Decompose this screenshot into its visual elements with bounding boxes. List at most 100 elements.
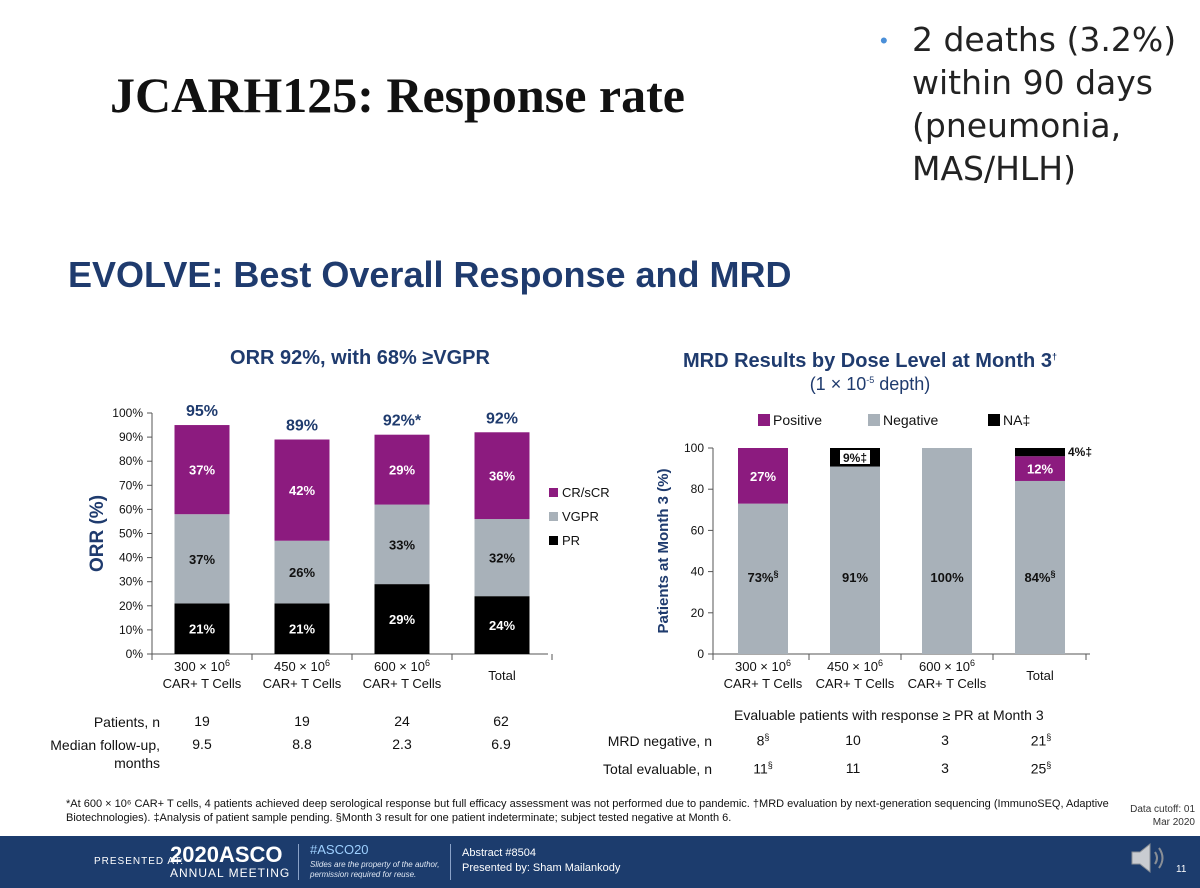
data-label: 27% [750,469,776,484]
cell-value: 21 [1030,732,1047,749]
y-tick-label: 50% [119,527,143,541]
x-tick-label: 600 × 106 [919,658,975,674]
mrd-subtitle-text: (1 × 10 [809,374,867,394]
table-cell: 3 [905,732,985,748]
cell-value: 8 [756,732,765,749]
legend-swatch [549,536,558,545]
table-cell: 21§ [1001,732,1081,749]
asco-logo: 2020ASCO ANNUAL MEETING [170,844,291,881]
table-cell: 19 [194,713,210,729]
y-tick-label: 100% [112,406,143,420]
table-cell: 2.3 [392,736,412,752]
data-label-bg [840,450,870,464]
table-cell: 62 [493,713,509,729]
y-tick-label: 80% [119,454,143,468]
data-label: 24% [489,618,515,633]
cell-sup: § [1046,732,1052,742]
data-label: 37% [189,463,215,478]
x-tick-label: CAR+ T Cells [263,676,342,691]
data-label: 29% [389,612,415,627]
cell-sup: § [1046,760,1052,770]
cell-value: 25 [1030,760,1047,777]
y-axis-label: ORR (%) [87,495,108,572]
y-tick-label: 20% [119,599,143,613]
bar-segment [922,448,972,654]
bar-segment [374,584,430,654]
table-cell: 19 [294,713,310,729]
legend-label: Negative [883,412,938,428]
footer-divider [450,844,451,880]
mrd-negative-label: MRD negative, n [607,733,712,749]
cell-value: 11 [753,760,768,777]
footnote: *At 600 × 10⁶ CAR+ T cells, 4 patients a… [66,798,1109,824]
y-tick-label: 0 [697,647,704,661]
y-tick-label: 40% [119,551,143,565]
x-tick-label: 300 × 106 [735,658,791,674]
y-tick-label: 30% [119,575,143,589]
table-cell: 6.9 [491,736,511,752]
side-note-text: 2 deaths (3.2%) within 90 days (pneumoni… [912,20,1177,188]
bar-segment [174,514,230,604]
total-label: 92%* [383,413,422,430]
data-label: 36% [489,469,515,484]
bar-segment [274,540,330,604]
data-label: 12% [1027,462,1053,477]
x-tick-label: CAR+ T Cells [816,676,895,691]
bar-segment [374,434,430,505]
legend-label: VGPR [562,509,599,524]
presenter-name: Presented by: Sham Mailankody [462,862,621,874]
evaluable-header: Evaluable patients with response ≥ PR at… [734,707,1044,723]
cell-sup: § [767,760,773,770]
data-label: 42% [289,483,315,498]
bar-segment [474,519,530,597]
y-tick-label: 70% [119,478,143,492]
table-cell: 11 [813,760,893,776]
total-label: 95% [186,403,218,420]
total-label: 89% [286,418,318,435]
y-tick-label: 10% [119,623,143,637]
y-tick-label: 20 [691,606,705,620]
bar-segment [474,432,530,520]
abstract-number: Abstract #8504 [462,847,536,859]
footer-bar: PRESENTED AT: 2020ASCO ANNUAL MEETING #A… [0,836,1200,888]
y-tick-label: 60 [691,523,705,537]
speaker-icon[interactable] [1128,838,1172,878]
legend-swatch [868,414,880,426]
table-cell: 11§ [723,760,803,777]
legend-swatch [988,414,1000,426]
bar-segment [830,466,880,654]
page-number: 11 [1176,864,1187,875]
x-tick-label: CAR+ T Cells [724,676,803,691]
bar-segment [738,503,788,654]
bar-segment [174,425,230,515]
table-cell: 10 [813,732,893,748]
mrd-chart-title-text: MRD Results by Dose Level at Month 3 [683,350,1052,372]
legend-label: NA‡ [1003,412,1030,428]
y-tick-label: 0% [126,647,144,661]
y-tick-label: 90% [119,430,143,444]
data-cutoff: Data cutoff: 01 Mar 2020 [1130,804,1195,828]
x-tick-label: 600 × 106 [374,658,430,674]
permission-note: Slides are the property of the author, p… [310,860,440,879]
data-label: 29% [389,463,415,478]
cell-sup: § [764,732,770,742]
orr-chart-title: ORR 92%, with 68% ≥VGPR [230,347,490,369]
asco-logo-sub: ANNUAL MEETING [170,866,291,880]
table-cell: 25§ [1001,760,1081,777]
hashtag: #ASCO20 [310,842,369,857]
x-tick-label: 450 × 106 [274,658,330,674]
total-label: 92% [486,410,518,427]
table-cell: 8.8 [292,736,312,752]
x-tick-label: CAR+ T Cells [163,676,242,691]
y-tick-label: 100 [684,441,704,455]
cell-value: 3 [941,732,949,748]
patients-n-label: Patients, n [93,714,160,730]
data-label: 26% [289,565,315,580]
x-tick-label: CAR+ T Cells [363,676,442,691]
data-label: 100% [930,570,964,585]
bullet-icon: • [880,28,888,53]
slide-title: JCARH125: Response rate [110,67,685,123]
legend-label: CR/sCR [562,485,610,500]
